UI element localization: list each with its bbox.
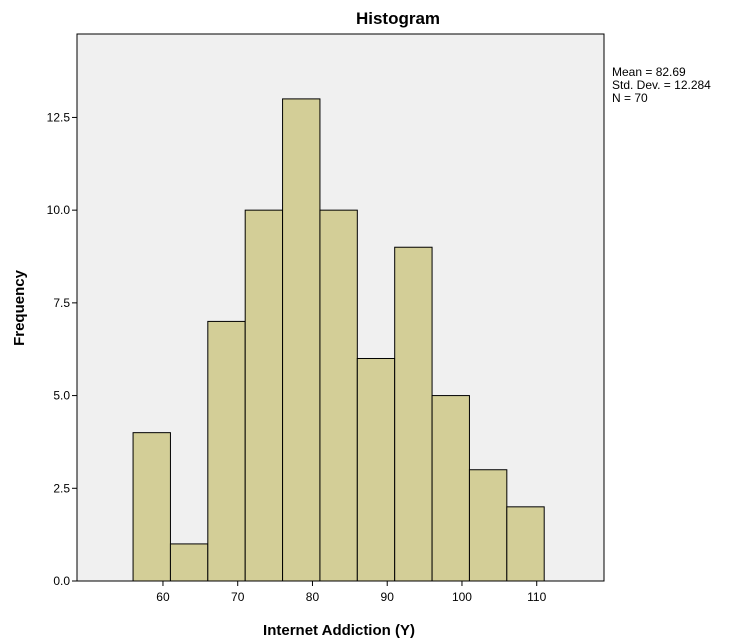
y-tick-label: 7.5	[53, 296, 70, 310]
x-tick-label: 110	[527, 590, 546, 604]
y-tick-label: 12.5	[47, 110, 71, 124]
x-tick-label: 100	[452, 590, 472, 604]
y-axis-label: Frequency	[11, 269, 28, 346]
histogram-bar	[207, 320, 246, 582]
x-axis: 60 70 80 90 100 110	[156, 581, 547, 604]
histogram-bar	[506, 506, 545, 582]
x-tick-label: 90	[381, 590, 395, 604]
y-tick-label: 10.0	[47, 203, 71, 217]
x-axis-label: Internet Addiction (Y)	[263, 622, 415, 639]
histogram-bar	[356, 357, 396, 582]
histogram-bar	[319, 209, 358, 582]
y-tick-label: 2.5	[53, 481, 70, 495]
histogram-bar	[431, 395, 470, 582]
histogram-bar	[132, 432, 171, 582]
stats-box: Mean = 82.69 Std. Dev. = 12.284 N = 70	[612, 65, 711, 105]
bars-group	[132, 98, 545, 582]
x-tick-label: 60	[156, 590, 170, 604]
histogram-bar	[169, 543, 209, 582]
stats-std-dev: Std. Dev. = 12.284	[612, 78, 711, 92]
histogram-bar	[282, 98, 321, 582]
stats-mean: Mean = 82.69	[612, 65, 686, 79]
histogram-bar	[468, 469, 508, 582]
stats-n: N = 70	[612, 91, 648, 105]
histogram-bar	[244, 209, 284, 582]
y-axis: 0.0 2.5 5.0 7.5 10.0 12.5	[47, 110, 77, 588]
y-tick-label: 0.0	[53, 574, 70, 588]
x-tick-label: 80	[306, 590, 320, 604]
histogram-bar	[394, 246, 433, 582]
chart-title: Histogram	[356, 9, 440, 28]
y-tick-label: 5.0	[53, 389, 70, 403]
x-tick-label: 70	[231, 590, 245, 604]
